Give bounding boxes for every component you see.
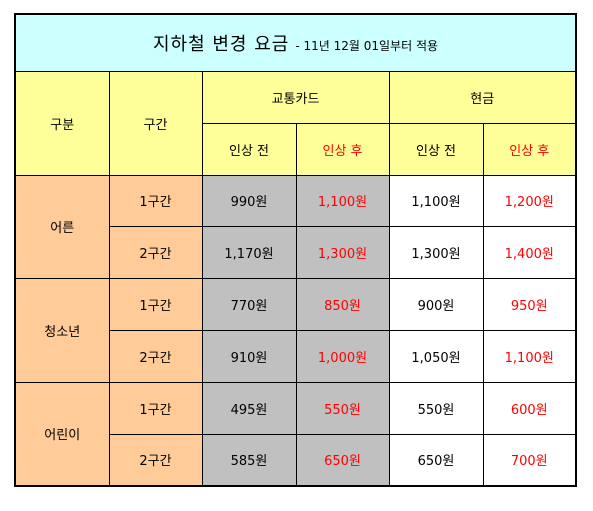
cash-after-cell: 700원 [482,433,577,487]
table-row: 청소년 1구간 770원 850원 900원 950원 [14,278,577,383]
table-row: 2구간 585원 650원 650원 700원 [15,433,577,487]
card-before-cell: 585원 [201,433,297,487]
section-cell: 2구간 [108,433,203,487]
header-cash: 현금 [388,70,577,124]
fare-table: 지하철 변경 요금 - 11년 12월 01일부터 적용 구분 구간 교통카드 현… [14,13,577,487]
section-cell: 1구간 [108,174,203,228]
card-after-cell: 650원 [295,433,390,487]
card-after-cell: 1,000원 [295,329,390,383]
card-before-cell: 495원 [201,381,297,435]
cash-after-cell: 950원 [482,278,577,331]
cash-before-cell: 550원 [388,381,484,435]
category-child: 어린이 [14,381,110,487]
cash-after-cell: 600원 [482,381,577,435]
table-row: 어린이 1구간 495원 550원 550원 600원 [14,381,577,487]
category-youth: 청소년 [14,278,110,383]
header-section: 구간 [108,70,203,176]
header-cash-before: 인상 전 [388,122,484,176]
section-cell: 1구간 [108,278,203,331]
cash-before-cell: 1,050원 [388,329,484,383]
title-main: 지하철 변경 요금 [152,33,290,55]
cash-before-cell: 650원 [388,433,484,487]
cash-before-cell: 1,100원 [388,174,484,228]
cash-after-cell: 1,200원 [482,174,577,228]
card-before-cell: 910원 [201,329,297,383]
category-adult: 어른 [14,174,110,280]
cash-before-cell: 1,300원 [388,226,484,280]
header-cash-after: 인상 후 [482,122,577,176]
card-after-cell: 850원 [295,278,390,331]
table-title: 지하철 변경 요금 - 11년 12월 01일부터 적용 [14,13,577,72]
table-row: 2구간 910원 1,000원 1,050원 1,100원 [15,329,577,383]
header-card-after: 인상 후 [295,122,390,176]
card-after-cell: 1,300원 [295,226,390,280]
cash-after-cell: 1,100원 [482,329,577,383]
card-after-cell: 1,100원 [295,174,390,228]
section-cell: 1구간 [108,381,203,435]
title-subtitle: - 11년 12월 01일부터 적용 [295,38,439,53]
section-cell: 2구간 [108,329,203,383]
card-before-cell: 1,170원 [201,226,297,280]
header-card: 교통카드 [201,70,390,124]
cash-after-cell: 1,400원 [482,226,577,280]
card-before-cell: 770원 [201,278,297,331]
cash-before-cell: 900원 [388,278,484,331]
table-row: 어른 1구간 990원 1,100원 1,100원 1,200원 [14,174,577,280]
section-cell: 2구간 [108,226,203,280]
header-category: 구분 [14,70,110,176]
table-row: 2구간 1,170원 1,300원 1,300원 1,400원 [15,226,577,280]
card-after-cell: 550원 [295,381,390,435]
header-card-before: 인상 전 [201,122,297,176]
card-before-cell: 990원 [201,174,297,228]
